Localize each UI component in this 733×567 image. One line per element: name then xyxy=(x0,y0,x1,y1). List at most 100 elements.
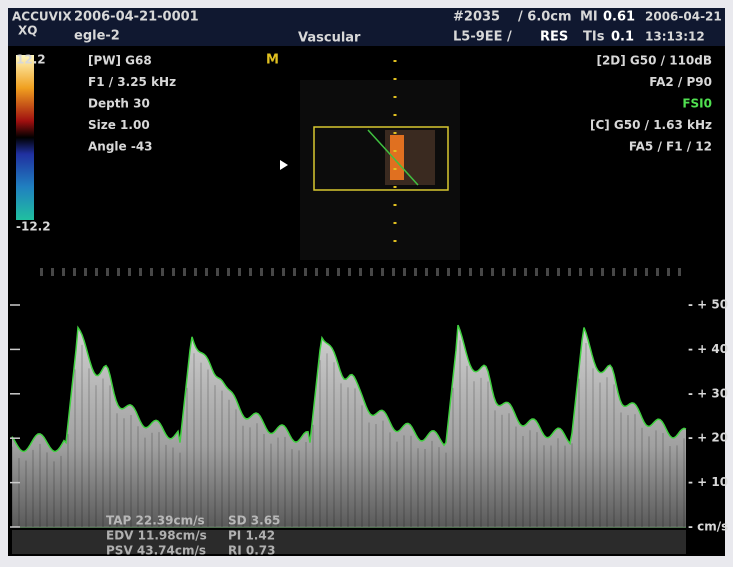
reverse-noise xyxy=(227,268,230,276)
reverse-noise xyxy=(535,268,538,276)
reverse-noise xyxy=(568,268,571,276)
reverse-noise xyxy=(40,268,43,276)
reverse-noise xyxy=(238,268,241,276)
reverse-noise xyxy=(260,268,263,276)
reverse-noise xyxy=(557,268,560,276)
frame: #2035 xyxy=(453,10,500,25)
reverse-noise xyxy=(656,268,659,276)
reverse-noise xyxy=(381,268,384,276)
measurement: TAP 22.39cm/s xyxy=(106,514,205,528)
reverse-noise xyxy=(304,268,307,276)
reverse-noise xyxy=(480,268,483,276)
measurement: PI 1.42 xyxy=(228,529,275,543)
reverse-noise xyxy=(458,268,461,276)
preset: Vascular xyxy=(298,31,361,46)
reverse-noise xyxy=(447,268,450,276)
reverse-noise xyxy=(392,268,395,276)
reverse-noise xyxy=(117,268,120,276)
reverse-noise xyxy=(491,268,494,276)
reverse-noise xyxy=(546,268,549,276)
pw-setting: Size 1.00 xyxy=(88,118,150,132)
velocity-label: - + 30 xyxy=(688,386,728,400)
reverse-noise xyxy=(249,268,252,276)
velocity-label: - + 10 xyxy=(688,475,728,489)
velocity-label: - cm/s xyxy=(688,520,728,534)
model: XQ xyxy=(18,24,37,38)
reverse-noise xyxy=(161,268,164,276)
time: 13:13:12 xyxy=(645,30,705,44)
tis-value: 0.1 xyxy=(611,30,634,45)
measurement: RI 0.73 xyxy=(228,544,276,558)
sector-image xyxy=(300,80,460,260)
scale-max: 12.2 xyxy=(16,53,46,67)
reverse-noise xyxy=(359,268,362,276)
reverse-noise xyxy=(348,268,351,276)
reverse-noise xyxy=(205,268,208,276)
reverse-noise xyxy=(194,268,197,276)
image-setting: FA5 / F1 / 12 xyxy=(629,140,712,154)
reverse-noise xyxy=(84,268,87,276)
patient-id: 2006-04-21-0001 xyxy=(74,10,199,25)
velocity-label: - + 50 xyxy=(688,298,728,312)
ultrasound-screen: ACCUVIX XQ 2006-04-21-0001 egle-2 Vascul… xyxy=(0,0,733,562)
measurement: SD 3.65 xyxy=(228,514,280,528)
reverse-noise xyxy=(645,268,648,276)
reverse-noise xyxy=(326,268,329,276)
reverse-noise xyxy=(513,268,516,276)
reverse-noise xyxy=(425,268,428,276)
reverse-noise xyxy=(183,268,186,276)
reverse-noise xyxy=(216,268,219,276)
measurements: TAP 22.39cm/s SD 3.65 EDV 11.98cm/s PI 1.42… xyxy=(106,514,280,558)
reverse-noise xyxy=(667,268,670,276)
image-setting: FSI0 xyxy=(682,97,712,111)
color-bar xyxy=(16,55,34,220)
pw-setting: Angle -43 xyxy=(88,140,153,154)
reverse-noise xyxy=(51,268,54,276)
reverse-noise xyxy=(436,268,439,276)
reverse-noise xyxy=(601,268,604,276)
reverse-noise xyxy=(271,268,274,276)
reverse-noise xyxy=(106,268,109,276)
velocity-label: - + 20 xyxy=(688,431,728,445)
reverse-noise xyxy=(139,268,142,276)
reverse-noise xyxy=(315,268,318,276)
reverse-noise xyxy=(62,268,65,276)
measurement: EDV 11.98cm/s xyxy=(106,529,207,543)
res: RES xyxy=(540,30,568,45)
tis-label: TIs xyxy=(583,30,605,45)
reverse-noise xyxy=(293,268,296,276)
reverse-noise xyxy=(370,268,373,276)
probe: L5-9EE / xyxy=(453,30,512,45)
reverse-noise xyxy=(524,268,527,276)
reverse-noise xyxy=(128,268,131,276)
image-setting: [C] G50 / 1.63 kHz xyxy=(590,118,712,132)
measurement: PSV 43.74cm/s xyxy=(106,544,206,558)
date: 2006-04-21 xyxy=(645,10,722,24)
reverse-noise xyxy=(502,268,505,276)
reverse-noise xyxy=(403,268,406,276)
reverse-noise xyxy=(612,268,615,276)
reverse-noise xyxy=(95,268,98,276)
reverse-noise xyxy=(678,268,681,276)
reverse-noise xyxy=(172,268,175,276)
reverse-noise xyxy=(623,268,626,276)
reverse-noise xyxy=(634,268,637,276)
reverse-noise xyxy=(590,268,593,276)
image-setting: [2D] G50 / 110dB xyxy=(596,54,712,68)
velocity-label: - + 40 xyxy=(688,342,728,356)
patient-name: egle-2 xyxy=(74,29,120,44)
pw-setting: Depth 30 xyxy=(88,97,150,111)
reverse-noise xyxy=(282,268,285,276)
pw-setting: [PW] G68 xyxy=(88,54,152,68)
focus-marker: M xyxy=(266,53,279,68)
mi-value: 0.61 xyxy=(603,10,635,25)
reverse-noise xyxy=(73,268,76,276)
depth: / 6.0cm xyxy=(518,10,572,25)
scale-min: -12.2 xyxy=(16,220,51,234)
reverse-noise xyxy=(414,268,417,276)
reverse-noise xyxy=(469,268,472,276)
brand: ACCUVIX xyxy=(12,10,72,24)
reverse-noise xyxy=(579,268,582,276)
pw-setting: F1 / 3.25 kHz xyxy=(88,75,176,89)
image-setting: FA2 / P90 xyxy=(649,75,712,89)
